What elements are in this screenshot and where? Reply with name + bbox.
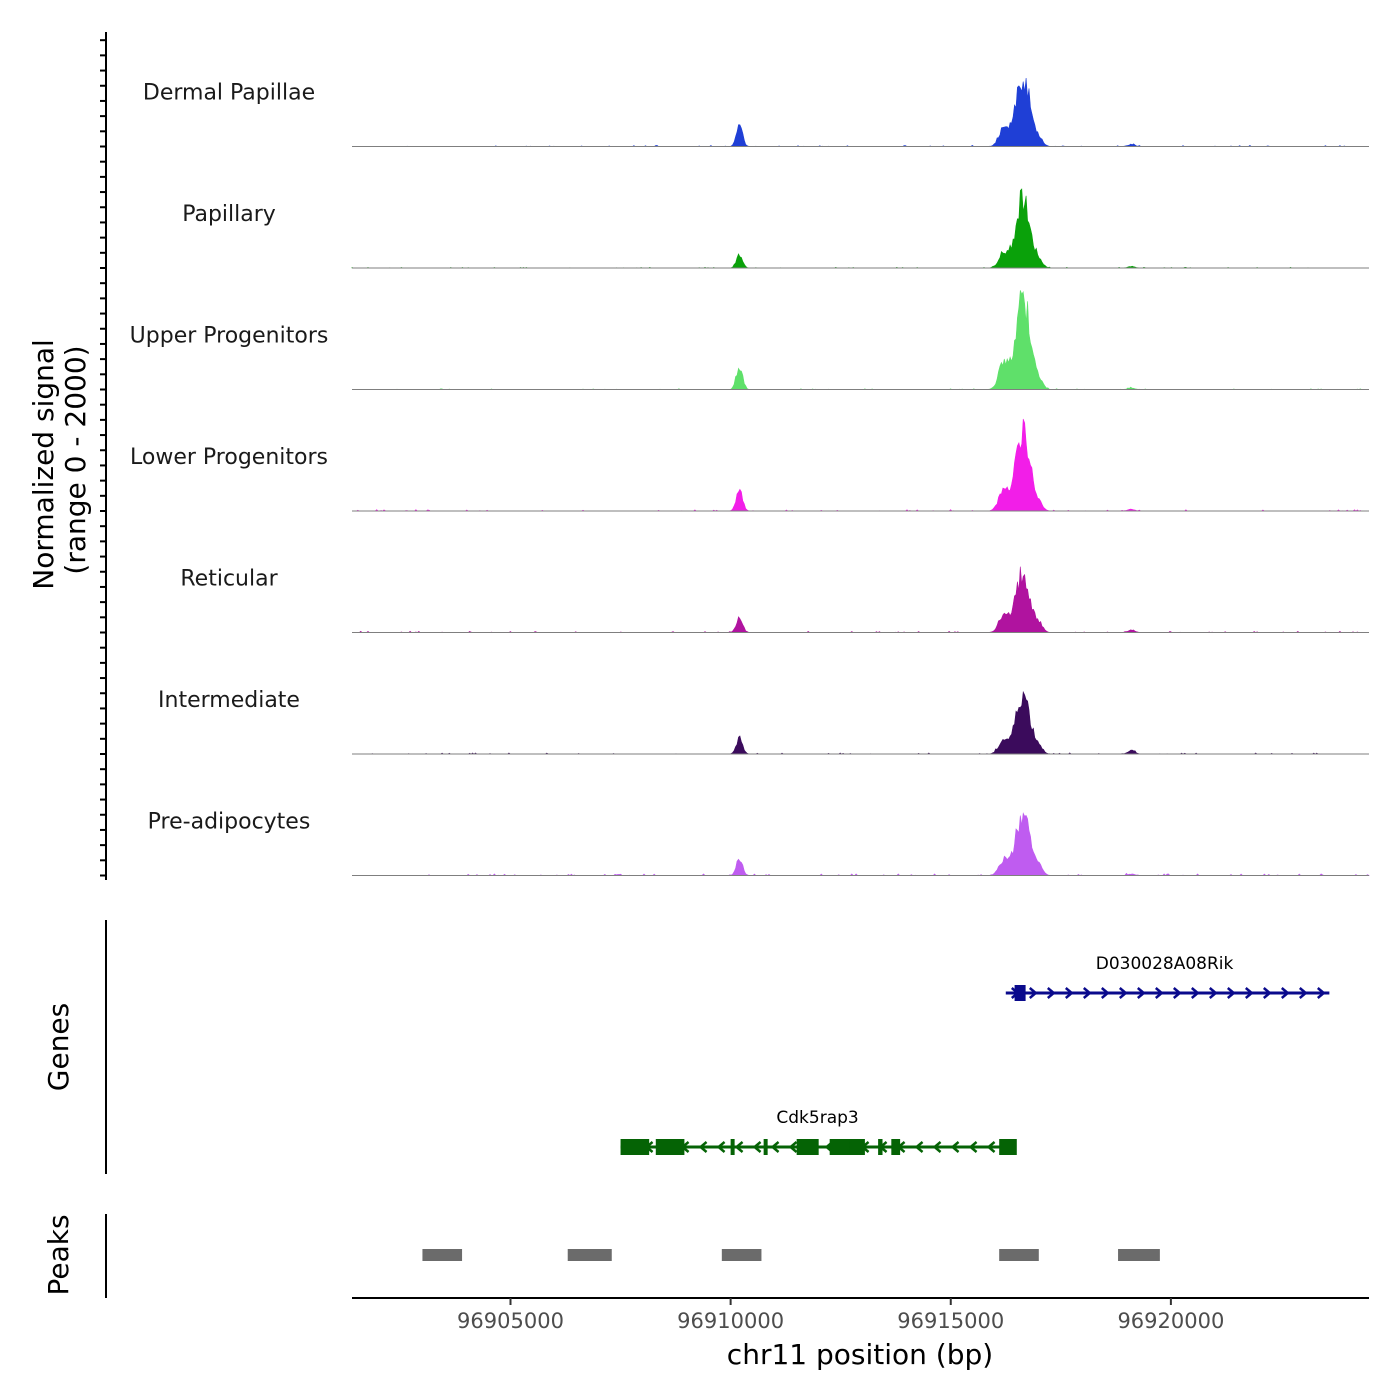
strand-arrow (788, 1141, 798, 1153)
track-upper-progenitors: Upper Progenitors (130, 290, 1369, 390)
track-dermal-papillae: Dermal Papillae (143, 77, 1369, 147)
y-axis-title-line2: (range 0 - 2000) (59, 345, 92, 574)
gene-cdk5rap3: Cdk5rap3 (620, 1108, 1017, 1155)
exon-block (620, 1139, 650, 1155)
track-papillary: Papillary (182, 188, 1369, 269)
gene-label: Cdk5rap3 (776, 1108, 858, 1128)
x-tick-label: 96905000 (457, 1309, 564, 1333)
track-signal-area (352, 690, 1369, 755)
exon-block (891, 1139, 901, 1155)
exon-block (730, 1139, 735, 1155)
gene-label: D030028A08Rik (1096, 954, 1234, 974)
track-signal-area (352, 812, 1371, 876)
x-axis-ticks: 96905000 96910000 96915000 96920000 (457, 1298, 1224, 1333)
strand-arrow (986, 1141, 996, 1153)
strand-arrow (1298, 987, 1308, 999)
strand-arrow (1244, 987, 1254, 999)
strand-arrow (1316, 987, 1326, 999)
strand-arrow (698, 1141, 708, 1153)
peak-region (721, 1249, 762, 1261)
strand-arrow (1046, 987, 1056, 999)
strand-arrow (1172, 987, 1182, 999)
track-label: Lower Progenitors (130, 445, 328, 470)
peak-region (1118, 1249, 1160, 1261)
strand-arrow (1262, 987, 1272, 999)
exon-block (999, 1139, 1017, 1155)
genes-title: Genes (42, 1003, 75, 1091)
track-signal-area (352, 77, 1369, 147)
track-label: Pre-adipocytes (148, 810, 311, 835)
exon-block (878, 1139, 883, 1155)
strand-arrow (1136, 987, 1146, 999)
x-tick-label: 96910000 (677, 1309, 784, 1333)
track-reticular: Reticular (180, 567, 1369, 633)
gene-annotations: D030028A08Rik Cdk5rap3 (620, 954, 1330, 1155)
strand-arrow (752, 1141, 762, 1153)
peak-region (999, 1249, 1039, 1261)
exon-block (849, 1139, 865, 1155)
track-signal-area (352, 290, 1369, 390)
x-tick-label: 96920000 (1117, 1309, 1224, 1333)
strand-arrow (1190, 987, 1200, 999)
exon-block (796, 1139, 819, 1155)
track-signal-area (351, 188, 1369, 269)
strand-arrow (968, 1141, 978, 1153)
track-label: Papillary (182, 202, 276, 227)
strand-arrow (716, 1141, 726, 1153)
coverage-y-ticks (100, 39, 106, 877)
peak-regions (422, 1249, 1160, 1261)
strand-arrow (1028, 987, 1038, 999)
gene-d030028a08rik: D030028A08Rik (1005, 954, 1330, 1001)
track-lower-progenitors: Lower Progenitors (130, 418, 1369, 512)
strand-arrow (1208, 987, 1218, 999)
exon-block (829, 1139, 850, 1155)
strand-arrow (1064, 987, 1074, 999)
strand-arrow (932, 1141, 942, 1153)
track-label: Intermediate (158, 688, 300, 713)
track-label: Upper Progenitors (130, 324, 329, 349)
track-label: Dermal Papillae (143, 81, 315, 106)
coverage-tracks: Dermal Papillae Papillary Upper Progenitor… (130, 77, 1371, 876)
strand-arrow (950, 1141, 960, 1153)
strand-arrow (734, 1141, 744, 1153)
peak-region (422, 1249, 463, 1261)
strand-arrow (770, 1141, 780, 1153)
strand-arrow (1280, 987, 1290, 999)
track-label: Reticular (180, 567, 278, 592)
strand-arrow (914, 1141, 924, 1153)
exon-block (1014, 985, 1026, 1001)
exon-block (655, 1139, 685, 1155)
track-pre-adipocytes: Pre-adipocytes (148, 810, 1371, 876)
strand-arrow (1118, 987, 1128, 999)
strand-arrow (1082, 987, 1092, 999)
peaks-title: Peaks (42, 1214, 75, 1295)
track-signal-area (352, 566, 1369, 633)
x-tick-label: 96915000 (897, 1309, 1004, 1333)
exon-block (763, 1139, 768, 1155)
strand-arrow (1154, 987, 1164, 999)
track-intermediate: Intermediate (158, 688, 1369, 755)
peak-region (567, 1249, 612, 1261)
y-axis-title: Normalized signal (range 0 - 2000) (27, 330, 92, 589)
strand-arrow (1226, 987, 1236, 999)
x-axis-title: chr11 position (bp) (727, 1338, 993, 1371)
y-axis-title-line1: Normalized signal (27, 339, 60, 590)
strand-arrow (1100, 987, 1110, 999)
track-signal-area (352, 418, 1369, 512)
